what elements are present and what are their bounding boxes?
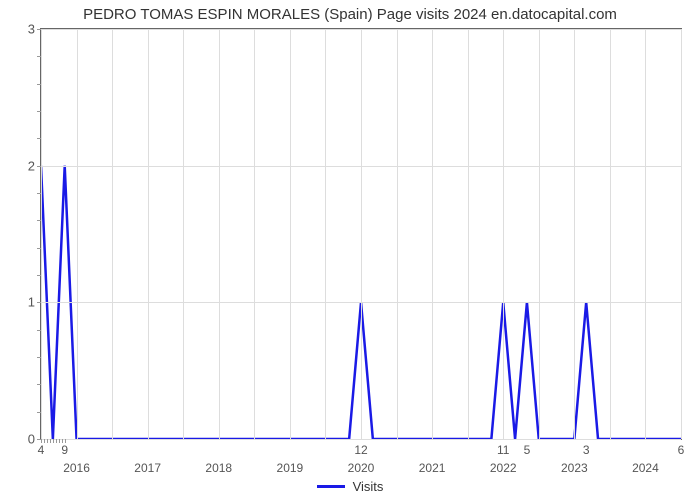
grid-vertical	[290, 29, 291, 439]
x-minor-tick	[62, 439, 63, 443]
y-minor-tick	[37, 412, 41, 413]
grid-vertical	[503, 29, 504, 439]
x-axis-point-label: 6	[678, 443, 685, 457]
y-minor-tick	[37, 275, 41, 276]
grid-vertical	[574, 29, 575, 439]
x-axis-point-label: 3	[583, 443, 590, 457]
y-minor-tick	[37, 56, 41, 57]
y-minor-tick	[37, 248, 41, 249]
grid-vertical	[539, 29, 540, 439]
x-axis-point-label: 12	[354, 443, 367, 457]
x-axis-year-label: 2018	[205, 461, 232, 475]
legend-label: Visits	[353, 479, 384, 494]
y-axis-tick: 2	[28, 158, 35, 173]
y-minor-tick	[37, 111, 41, 112]
grid-horizontal	[41, 29, 681, 30]
grid-horizontal	[41, 166, 681, 167]
x-axis-year-label: 2019	[277, 461, 304, 475]
x-axis-year-label: 2021	[419, 461, 446, 475]
y-minor-tick	[37, 330, 41, 331]
x-axis-point-label: 11	[497, 443, 509, 457]
x-minor-tick	[53, 439, 54, 443]
chart-container: PEDRO TOMAS ESPIN MORALES (Spain) Page v…	[0, 0, 700, 500]
x-minor-tick	[65, 439, 66, 443]
grid-vertical	[681, 29, 682, 439]
chart-title: PEDRO TOMAS ESPIN MORALES (Spain) Page v…	[0, 6, 700, 23]
grid-vertical	[148, 29, 149, 439]
y-minor-tick	[37, 193, 41, 194]
x-axis-point-label: 5	[524, 443, 531, 457]
x-minor-tick	[47, 439, 48, 443]
grid-vertical	[610, 29, 611, 439]
grid-vertical	[432, 29, 433, 439]
y-minor-tick	[37, 384, 41, 385]
grid-vertical	[645, 29, 646, 439]
legend: Visits	[0, 479, 700, 494]
grid-vertical	[254, 29, 255, 439]
x-axis-point-label: 9	[61, 443, 68, 457]
grid-vertical	[219, 29, 220, 439]
y-minor-tick	[37, 166, 41, 167]
x-minor-tick	[44, 439, 45, 443]
grid-horizontal	[41, 439, 681, 440]
plot-area: 0123201620172018201920202021202220232024…	[40, 28, 682, 440]
grid-vertical	[325, 29, 326, 439]
y-minor-tick	[37, 29, 41, 30]
x-minor-tick	[56, 439, 57, 443]
grid-vertical	[361, 29, 362, 439]
y-minor-tick	[37, 357, 41, 358]
x-axis-year-label: 2016	[63, 461, 90, 475]
x-axis-year-label: 2022	[490, 461, 517, 475]
y-axis-tick: 0	[28, 432, 35, 447]
x-axis-point-label: 4	[38, 443, 45, 457]
grid-vertical	[41, 29, 42, 439]
grid-vertical	[183, 29, 184, 439]
x-minor-tick	[41, 439, 42, 443]
y-minor-tick	[37, 220, 41, 221]
grid-horizontal	[41, 302, 681, 303]
y-axis-tick: 1	[28, 295, 35, 310]
y-minor-tick	[37, 84, 41, 85]
x-minor-tick	[59, 439, 60, 443]
y-minor-tick	[37, 302, 41, 303]
y-axis-tick: 3	[28, 22, 35, 37]
x-axis-year-label: 2020	[348, 461, 375, 475]
grid-vertical	[112, 29, 113, 439]
x-axis-year-label: 2017	[134, 461, 161, 475]
x-minor-tick	[50, 439, 51, 443]
x-axis-year-label: 2023	[561, 461, 588, 475]
y-minor-tick	[37, 138, 41, 139]
x-axis-year-label: 2024	[632, 461, 659, 475]
grid-vertical	[468, 29, 469, 439]
grid-vertical	[397, 29, 398, 439]
grid-vertical	[77, 29, 78, 439]
legend-swatch	[317, 485, 345, 488]
